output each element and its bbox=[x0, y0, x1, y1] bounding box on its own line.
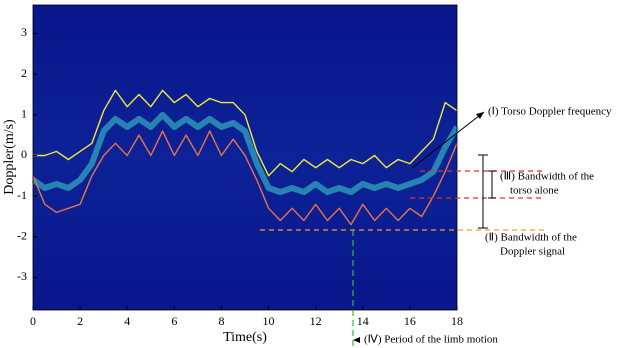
x-tick-label: 14 bbox=[357, 314, 369, 328]
series-line bbox=[31, 111, 460, 196]
arrow-head bbox=[476, 112, 484, 119]
x-tick-label: 8 bbox=[218, 314, 224, 328]
y-tick-label: -3 bbox=[17, 269, 27, 283]
series-line bbox=[32, 130, 458, 226]
x-tick-label: 0 bbox=[30, 314, 36, 328]
plot-marks bbox=[31, 89, 460, 226]
y-tick-label: -2 bbox=[17, 229, 27, 243]
y-tick-label: 2 bbox=[21, 66, 27, 80]
series-line bbox=[33, 89, 458, 177]
y-axis-label: Doppler(m/s) bbox=[2, 119, 17, 195]
x-axis-label: Time(s) bbox=[223, 330, 267, 345]
y-tick-label: 3 bbox=[21, 25, 27, 39]
arrow-head bbox=[353, 337, 360, 343]
y-tick-label: 0 bbox=[21, 147, 27, 161]
x-tick-label: 12 bbox=[310, 314, 322, 328]
annotation: (Ⅳ) Period of the limb motion bbox=[364, 334, 498, 346]
arrow bbox=[411, 111, 485, 169]
x-tick-label: 10 bbox=[263, 314, 275, 328]
plot-frame bbox=[32, 4, 458, 311]
x-tick-label: 16 bbox=[404, 314, 416, 328]
x-tick-label: 6 bbox=[171, 314, 177, 328]
x-tick-label: 2 bbox=[77, 314, 83, 328]
x-tick-label: 4 bbox=[124, 314, 130, 328]
annotation: (Ⅱ) Bandwidth of the bbox=[485, 232, 577, 244]
annotation: torso alone bbox=[510, 185, 559, 197]
y-tick-label: 1 bbox=[21, 107, 27, 121]
plot-area bbox=[33, 5, 457, 310]
annotation: (Ⅲ) Bandwidth of the bbox=[500, 171, 594, 183]
annotation: Doppler signal bbox=[500, 246, 565, 258]
y-tick-label: -1 bbox=[17, 188, 27, 202]
annotation: (Ⅰ) Torso Doppler frequency bbox=[488, 106, 612, 118]
x-tick-label: 18 bbox=[451, 314, 463, 328]
